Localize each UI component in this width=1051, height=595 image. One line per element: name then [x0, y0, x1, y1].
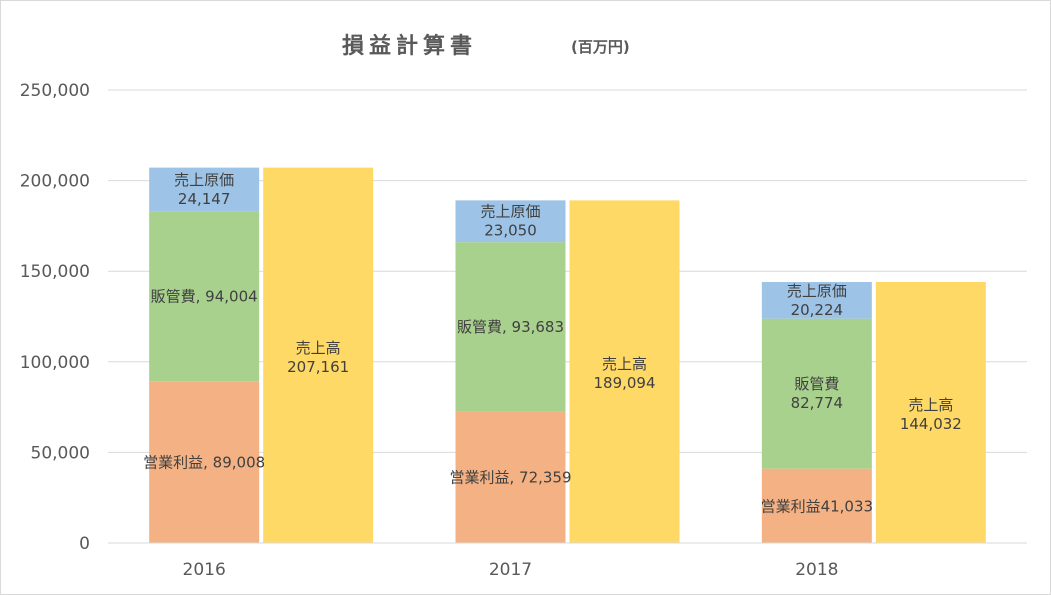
- bar-sales: [875, 282, 986, 543]
- bar-segment-営業利益: [455, 411, 566, 543]
- chart-title: 損益計算書: [342, 33, 477, 59]
- bars: [149, 167, 986, 543]
- data-label-sales: 144,032: [900, 415, 962, 433]
- x-tick-label: 2017: [489, 560, 532, 580]
- y-tick-label: 100,000: [20, 353, 90, 373]
- y-tick-label: 0: [79, 534, 90, 554]
- bar-segment-販管費: [149, 211, 260, 382]
- bar-sales: [569, 200, 680, 543]
- data-label-販管費: 販管費, 93,683: [457, 318, 564, 336]
- data-label-sales: 189,094: [593, 374, 655, 392]
- data-label-営業利益: 営業利益41,033: [761, 498, 874, 516]
- bar-segment-売上原価: [149, 167, 260, 212]
- data-label-sales: 売上高: [296, 339, 341, 357]
- data-label-売上原価: 24,147: [178, 190, 231, 208]
- data-label-売上原価: 売上原価: [174, 171, 234, 189]
- data-label-売上原価: 売上原価: [787, 282, 847, 300]
- chart-subtitle: (百万円): [571, 38, 630, 56]
- data-label-販管費: 販管費: [794, 375, 839, 393]
- data-label-売上原価: 20,224: [791, 301, 844, 319]
- data-label-販管費: 販管費, 94,004: [151, 288, 258, 306]
- bar-segment-営業利益: [761, 468, 872, 543]
- bar-segment-売上原価: [455, 200, 566, 243]
- bar-sales: [263, 167, 374, 543]
- x-tick-label: 2016: [183, 560, 226, 580]
- y-tick-label: 250,000: [20, 81, 90, 101]
- bar-segment-営業利益: [149, 381, 260, 543]
- data-label-営業利益: 営業利益, 72,359: [449, 468, 571, 486]
- y-tick-label: 200,000: [20, 172, 90, 192]
- y-axis-ticks: 0 50,000 100,000 150,000 200,000 250,000: [20, 81, 90, 554]
- y-tick-label: 50,000: [31, 443, 90, 463]
- data-label-売上原価: 23,050: [484, 222, 537, 240]
- grid-lines: [108, 89, 1027, 453]
- data-label-売上原価: 売上原価: [480, 203, 540, 221]
- data-label-sales: 207,161: [287, 358, 349, 376]
- data-label-sales: 売上高: [602, 355, 647, 373]
- bar-segment-販管費: [761, 318, 872, 469]
- data-label-営業利益: 営業利益, 89,008: [143, 453, 265, 471]
- x-tick-label: 2018: [795, 560, 838, 580]
- x-axis-labels: 2016 2017 2018: [183, 560, 839, 580]
- data-label-sales: 売上高: [908, 396, 953, 414]
- bar-segment-売上原価: [761, 282, 872, 319]
- bar-segment-販管費: [455, 242, 566, 412]
- data-label-販管費: 82,774: [791, 394, 844, 412]
- y-tick-label: 150,000: [20, 262, 90, 282]
